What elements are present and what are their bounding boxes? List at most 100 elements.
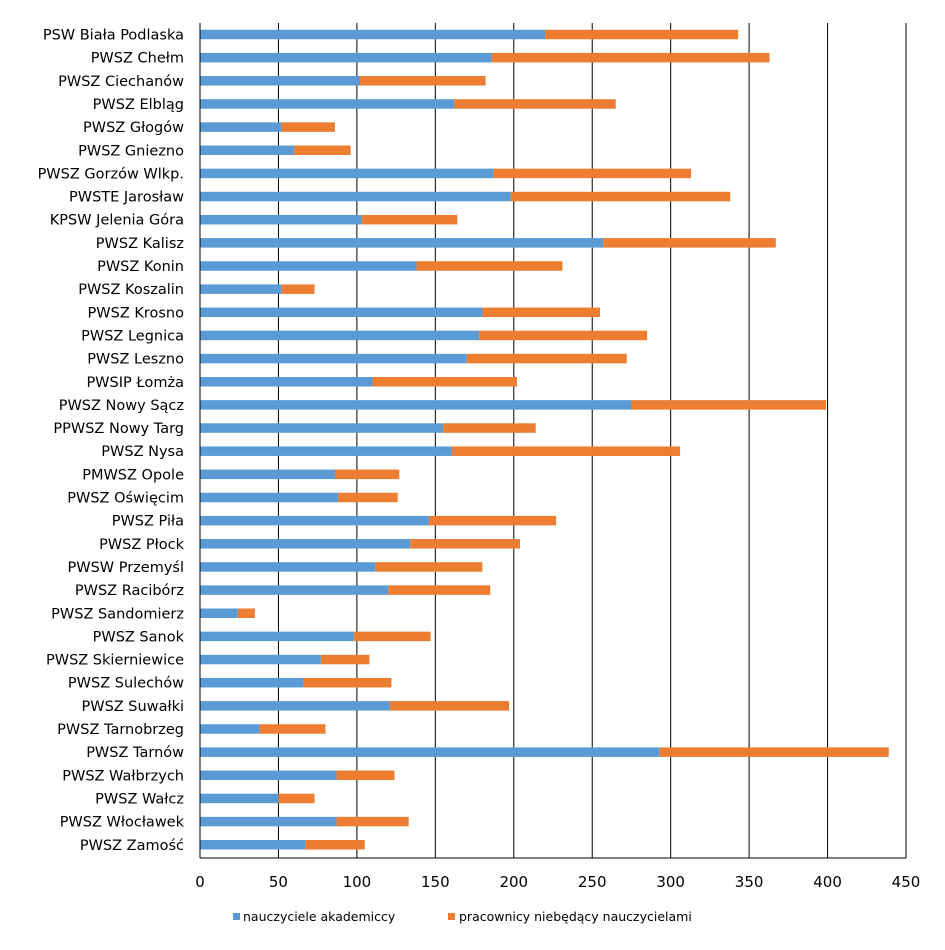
category-label: PWSZ Nowy Sącz: [59, 398, 184, 414]
bar-segment-pracownicy-14: [466, 353, 627, 364]
bar-segment-pracownicy-22: [410, 539, 521, 549]
bar-segment-pracownicy-19: [334, 469, 400, 480]
bar-segment-pracownicy-30: [259, 724, 326, 734]
bar-segment-nauczyciele-7: [200, 191, 511, 202]
bar-segment-pracownicy-35: [305, 840, 365, 850]
bar-segment-pracownicy-2: [360, 76, 486, 86]
bar-segment-nauczyciele-25: [200, 608, 238, 618]
bar-segment-pracownicy-18: [451, 446, 681, 456]
category-label: PWSZ Tarnobrzeg: [57, 722, 184, 738]
category-label: PWSZ Piła: [112, 514, 184, 530]
bar-segment-pracownicy-13: [479, 330, 648, 341]
bar-segment-nauczyciele-5: [200, 145, 295, 155]
category-label: PWSIP Łomża: [86, 375, 184, 391]
category-label: PWSZ Płock: [99, 537, 185, 553]
bar-segment-pracownicy-26: [353, 631, 431, 642]
bar-segment-pracownicy-32: [336, 770, 395, 781]
category-label: PWSZ Legnica: [81, 328, 184, 344]
bar-segment-pracownicy-20: [338, 492, 398, 503]
bar-segment-nauczyciele-12: [200, 307, 483, 318]
category-label: PWSZ Sanok: [93, 629, 185, 645]
category-label: PWSZ Zamość: [80, 838, 184, 854]
bar-segment-nauczyciele-24: [200, 585, 389, 595]
bar-segment-pracownicy-5: [294, 145, 351, 155]
bar-segment-nauczyciele-26: [200, 631, 354, 642]
bar-segment-nauczyciele-18: [200, 446, 452, 456]
bar-segment-pracownicy-21: [429, 515, 557, 526]
category-label: PWSZ Krosno: [88, 305, 185, 321]
bars: [200, 29, 889, 850]
bar-segment-pracownicy-15: [372, 377, 517, 387]
category-label: PMWSZ Opole: [82, 467, 184, 483]
x-tick-label: 200: [499, 873, 528, 891]
category-label: PWSZ Sandomierz: [51, 606, 184, 622]
legend: nauczyciele akademiccy pracownicy niebędą…: [233, 909, 692, 924]
category-label: PWSZ Oświęcim: [67, 491, 184, 507]
category-label: PWSZ Chełm: [91, 51, 184, 67]
bar-segment-pracownicy-8: [361, 214, 458, 225]
bar-segment-nauczyciele-22: [200, 539, 411, 549]
bar-segment-nauczyciele-15: [200, 377, 373, 387]
category-label: PWSZ Skierniewice: [46, 653, 184, 669]
legend-swatch: [448, 913, 455, 920]
bar-segment-nauczyciele-8: [200, 214, 362, 225]
category-label: PWSZ Głogów: [83, 120, 184, 136]
legend-swatch: [233, 913, 240, 920]
bar-segment-nauczyciele-29: [200, 701, 390, 711]
gridlines: [277, 23, 907, 858]
bar-segment-pracownicy-3: [454, 99, 616, 109]
category-label: PWSZ Wałcz: [95, 791, 184, 807]
category-label: PPWSZ Nowy Targ: [53, 421, 184, 437]
legend-label: nauczyciele akademiccy: [243, 909, 396, 924]
category-label: PWSZ Sulechów: [68, 676, 184, 692]
bar-segment-nauczyciele-16: [200, 400, 632, 410]
x-tick-label: 50: [269, 873, 288, 891]
category-label: PWSZ Racibórz: [75, 583, 184, 599]
category-label: PWSZ Suwałki: [81, 699, 184, 715]
category-label: PWSZ Nysa: [101, 444, 184, 460]
bar-segment-nauczyciele-6: [200, 168, 494, 179]
category-label: PWSZ Ciechanów: [58, 74, 184, 90]
category-label: PWSZ Leszno: [87, 352, 184, 368]
category-label: PWSZ Elbląg: [93, 97, 184, 113]
x-tick-label: 150: [421, 873, 450, 891]
bar-segment-nauczyciele-28: [200, 677, 304, 688]
category-label: PWSZ Gniezno: [78, 143, 184, 159]
bar-segment-nauczyciele-30: [200, 724, 260, 734]
bar-segment-nauczyciele-20: [200, 492, 339, 503]
bar-segment-pracownicy-1: [491, 52, 770, 63]
legend-label: pracownicy niebędący nauczycielami: [459, 909, 692, 924]
x-tick-label: 450: [892, 873, 921, 891]
bar-segment-nauczyciele-21: [200, 515, 430, 526]
bar-segment-pracownicy-4: [281, 122, 335, 132]
bar-segment-nauczyciele-31: [200, 747, 660, 757]
bar-segment-pracownicy-7: [510, 191, 731, 202]
bar-segment-nauczyciele-0: [200, 29, 546, 40]
bar-segment-pracownicy-28: [303, 677, 392, 688]
bar-segment-pracownicy-17: [443, 423, 536, 433]
bar-segment-pracownicy-31: [659, 747, 889, 757]
bar-segment-nauczyciele-34: [200, 816, 337, 827]
bar-segment-nauczyciele-27: [200, 654, 321, 665]
bar-segment-pracownicy-29: [389, 701, 510, 711]
category-label: PWSW Przemyśl: [67, 560, 184, 576]
category-label: PWSZ Włocławek: [60, 815, 185, 831]
x-tick-label: 100: [343, 873, 372, 891]
bar-segment-pracownicy-11: [281, 284, 315, 294]
bar-segment-nauczyciele-13: [200, 330, 480, 341]
bar-segment-pracownicy-10: [416, 261, 563, 271]
category-label: PWSZ Konin: [97, 259, 184, 275]
category-label: PWSZ Wałbrzych: [62, 768, 184, 784]
bar-segment-pracownicy-16: [631, 400, 826, 410]
category-label: PWSZ Tarnów: [86, 745, 184, 761]
category-label: PWSTE Jarosław: [69, 190, 184, 206]
bar-segment-pracownicy-27: [320, 654, 370, 665]
x-tick-label: 0: [195, 873, 205, 891]
bar-segment-nauczyciele-9: [200, 238, 604, 248]
category-label: PWSZ Gorzów Wlkp.: [38, 166, 184, 182]
bar-segment-pracownicy-34: [336, 816, 409, 827]
category-labels: PSW Biała Podlaska PWSZ Chełm PWSZ Ciechan…: [38, 28, 185, 854]
bar-segment-nauczyciele-10: [200, 261, 417, 271]
category-label: KPSW Jelenia Góra: [50, 213, 184, 229]
